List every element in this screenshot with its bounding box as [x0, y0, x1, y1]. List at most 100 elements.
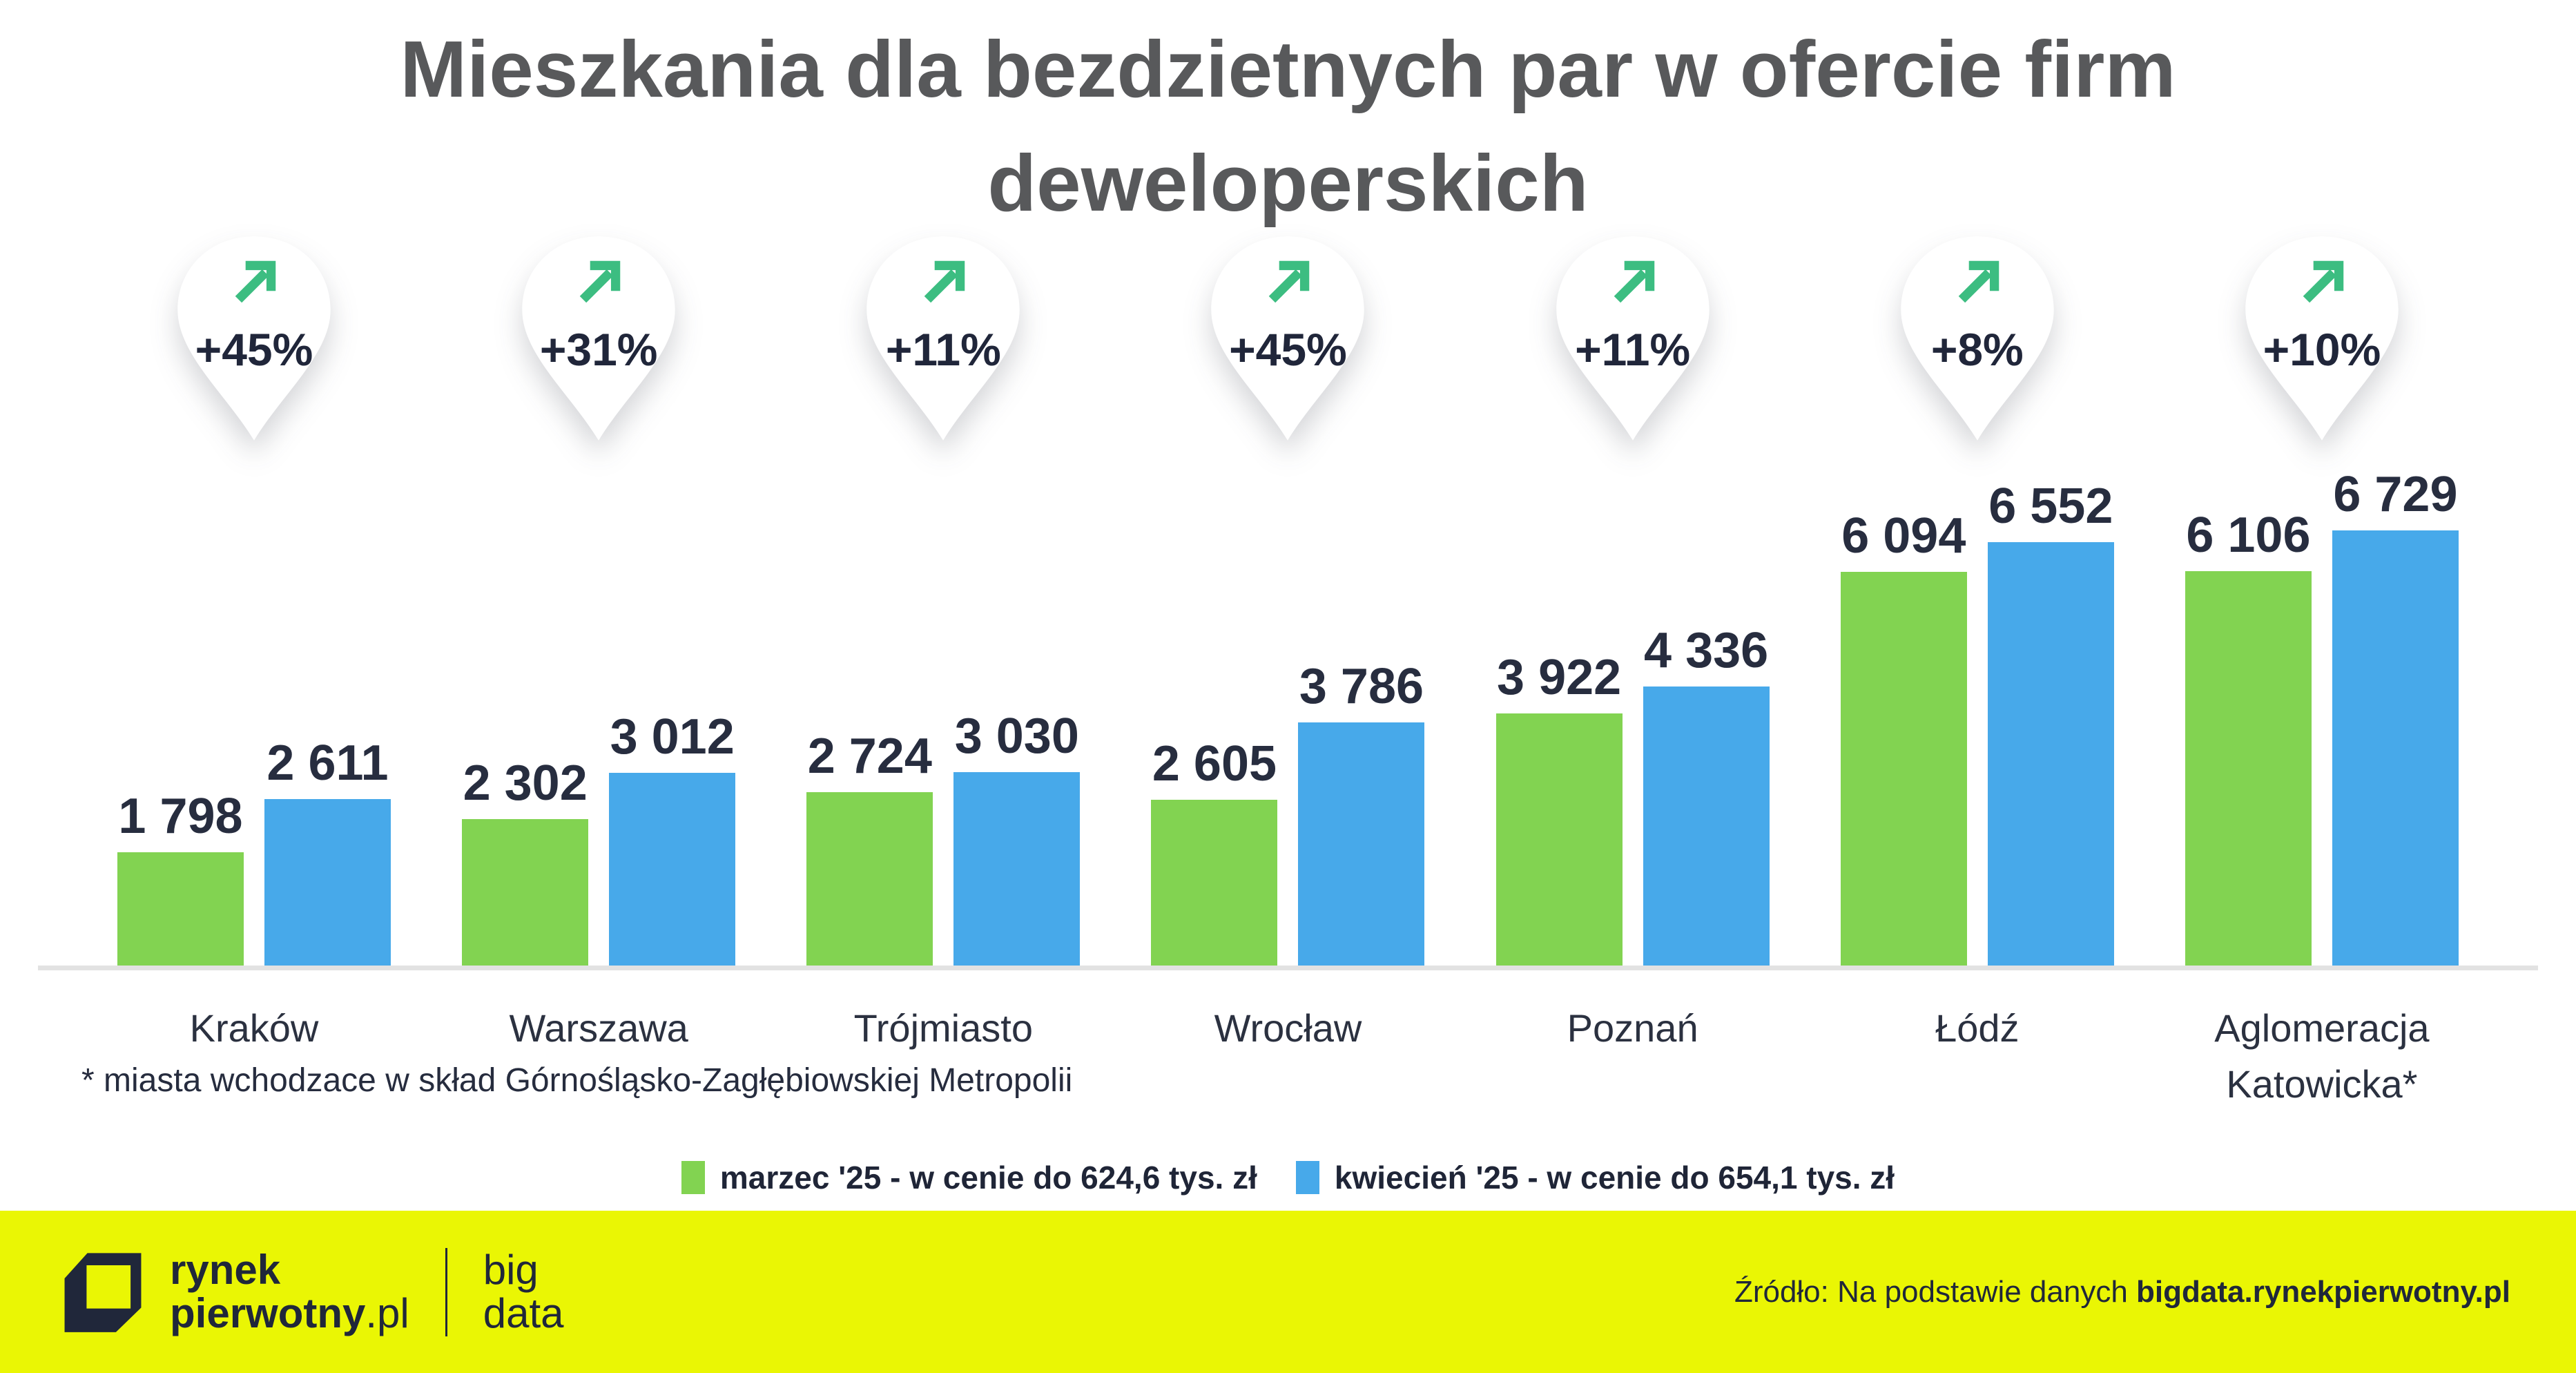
bar-value-label: 3 786: [1299, 659, 1424, 714]
bar-series1-7: [2185, 571, 2312, 970]
growth-pin-cell: +11%: [806, 235, 1080, 456]
growth-percentage: +8%: [1930, 324, 2024, 375]
growth-pin-3: +11%: [865, 235, 1021, 442]
map-pin-icon: [1211, 236, 1365, 441]
trend-up-arrow-icon: [1614, 260, 1654, 303]
bar-series1-1: [117, 852, 244, 970]
growth-percentage: +45%: [1229, 324, 1347, 375]
legend-swatch-icon: [681, 1161, 705, 1194]
growth-pin-5: +11%: [1555, 235, 1711, 442]
brand-logo: rynek pierwotny.pl big data: [62, 1247, 564, 1336]
growth-percentage: +11%: [1575, 324, 1691, 375]
bar-series1-4: [1151, 800, 1278, 970]
bar-column: 6 094: [1840, 508, 1967, 970]
rynekpierwotny-logo-icon: [64, 1252, 142, 1332]
bar-chart: 1 798 2 611 2 302 3 012 2 724 3 030 2 605 3 786…: [0, 470, 2576, 970]
legend-swatch-icon: [1295, 1161, 1319, 1194]
bar-value-label: 2 302: [463, 756, 588, 811]
bar-series1-6: [1840, 572, 1967, 970]
x-axis-line: [38, 966, 2538, 970]
page-title-line2: deweloperskich: [987, 137, 1589, 228]
bar-group-1: 1 798 2 611: [117, 738, 391, 970]
bar-series2-5: [1643, 686, 1770, 970]
legend-label: kwiecień '25 - w cenie do 654,1 tys. zł: [1334, 1160, 1895, 1196]
category-label-2: Warszawa: [509, 1006, 688, 1050]
bigdata-wordmark: big data: [483, 1248, 564, 1336]
growth-pin-cell: +8%: [1841, 235, 2114, 456]
growth-pin-cell: +45%: [117, 235, 391, 456]
category-label-4: Wrocław: [1214, 1006, 1362, 1050]
source-prefix: Źródło: Na podstawie danych: [1734, 1274, 2137, 1309]
bar-group-6: 6 094 6 552: [1840, 479, 2114, 970]
bar-column: 6 729: [2332, 470, 2459, 970]
bar-value-label: 6 106: [2186, 508, 2311, 563]
growth-pin-cell: +10%: [2185, 235, 2459, 456]
bar-column: 2 605: [1151, 739, 1278, 970]
trend-up-arrow-icon: [2303, 260, 2344, 303]
bar-series1-5: [1495, 713, 1623, 970]
growth-pin-6: +8%: [1899, 235, 2055, 442]
bar-column: 3 786: [1298, 659, 1425, 970]
bar-value-label: 3 012: [610, 709, 735, 765]
growth-badges-row: +45% +31% +11% +45% +11% +8% +10%: [0, 235, 2576, 456]
bar-column: 2 724: [806, 731, 933, 970]
map-pin-icon: [1901, 236, 2054, 441]
legend-item-2: kwiecień '25 - w cenie do 654,1 tys. zł: [1295, 1159, 1895, 1196]
growth-pin-2: +31%: [521, 235, 677, 442]
bar-group-3: 2 724 3 030: [806, 711, 1081, 970]
bar-series2-7: [2332, 530, 2459, 970]
category-cell: Trójmiasto: [806, 1000, 1080, 1112]
bar-series2-1: [264, 799, 391, 970]
growth-percentage: +11%: [885, 324, 1001, 375]
category-cell: Aglomeracja Katowicka*: [2185, 1000, 2459, 1112]
bar-value-label: 2 611: [267, 736, 389, 791]
growth-percentage: +10%: [2263, 324, 2381, 375]
chart-legend: marzec '25 - w cenie do 624,6 tys. zł kwi…: [0, 1159, 2576, 1196]
trend-up-arrow-icon: [579, 260, 621, 303]
brand-word-pierwotny: pierwotny.pl: [170, 1289, 409, 1336]
category-cell: Wrocław: [1151, 1000, 1424, 1112]
bar-group-4: 2 605 3 786: [1151, 659, 1425, 970]
legend-label: marzec '25 - w cenie do 624,6 tys. zł: [719, 1160, 1257, 1196]
bar-value-label: 3 922: [1497, 650, 1622, 705]
bigdata-word-data: data: [483, 1289, 564, 1336]
bar-series2-4: [1298, 722, 1425, 970]
bar-series1-3: [806, 792, 933, 970]
bar-column: 2 611: [264, 738, 391, 970]
growth-pin-cell: +11%: [1496, 235, 1770, 456]
trend-up-arrow-icon: [235, 260, 276, 303]
trend-up-arrow-icon: [1958, 260, 1999, 303]
footer-bar: rynek pierwotny.pl big data Źródło: Na p…: [0, 1211, 2576, 1373]
category-label-1: Kraków: [189, 1006, 319, 1050]
page-title: Mieszkania dla bezdzietnych par w oferci…: [0, 12, 2576, 240]
map-pin-icon: [177, 236, 331, 441]
growth-percentage: +31%: [539, 324, 658, 375]
bar-column: 6 552: [1987, 479, 2114, 970]
category-label-5: Poznań: [1567, 1006, 1698, 1050]
bar-value-label: 6 094: [1841, 508, 1966, 564]
map-pin-icon: [1556, 236, 1710, 441]
bar-value-label: 1 798: [118, 789, 243, 844]
category-cell: Kraków: [117, 1000, 391, 1112]
growth-pin-1: +45%: [176, 235, 332, 442]
category-cell: Poznań: [1496, 1000, 1770, 1112]
category-labels-row: Kraków Warszawa Trójmiasto Wrocław Poznań Łód…: [0, 1000, 2576, 1112]
bar-column: 3 922: [1495, 650, 1623, 970]
bar-group-7: 6 106 6 729: [2185, 470, 2459, 970]
bar-column: 1 798: [117, 791, 244, 970]
bar-group-2: 2 302 3 012: [462, 709, 736, 970]
bar-value-label: 6 552: [1988, 479, 2113, 534]
bar-value-label: 6 729: [2333, 467, 2458, 522]
growth-pin-4: +45%: [1210, 235, 1366, 442]
footnote: * miasta wchodzace w skład Górnośląsko-Z…: [81, 1062, 1073, 1099]
trend-up-arrow-icon: [1269, 260, 1310, 303]
page-title-line1: Mieszkania dla bezdzietnych par w oferci…: [400, 24, 2176, 114]
bar-series2-3: [953, 772, 1081, 970]
source-note: Źródło: Na podstawie danych bigdata.ryne…: [1734, 1275, 2510, 1309]
bar-column: 4 336: [1643, 626, 1770, 970]
bar-column: 3 012: [609, 709, 736, 970]
brand-divider: [445, 1247, 447, 1336]
map-pin-icon: [522, 236, 675, 441]
growth-pin-7: +10%: [2244, 235, 2400, 442]
category-cell: Warszawa: [462, 1000, 735, 1112]
